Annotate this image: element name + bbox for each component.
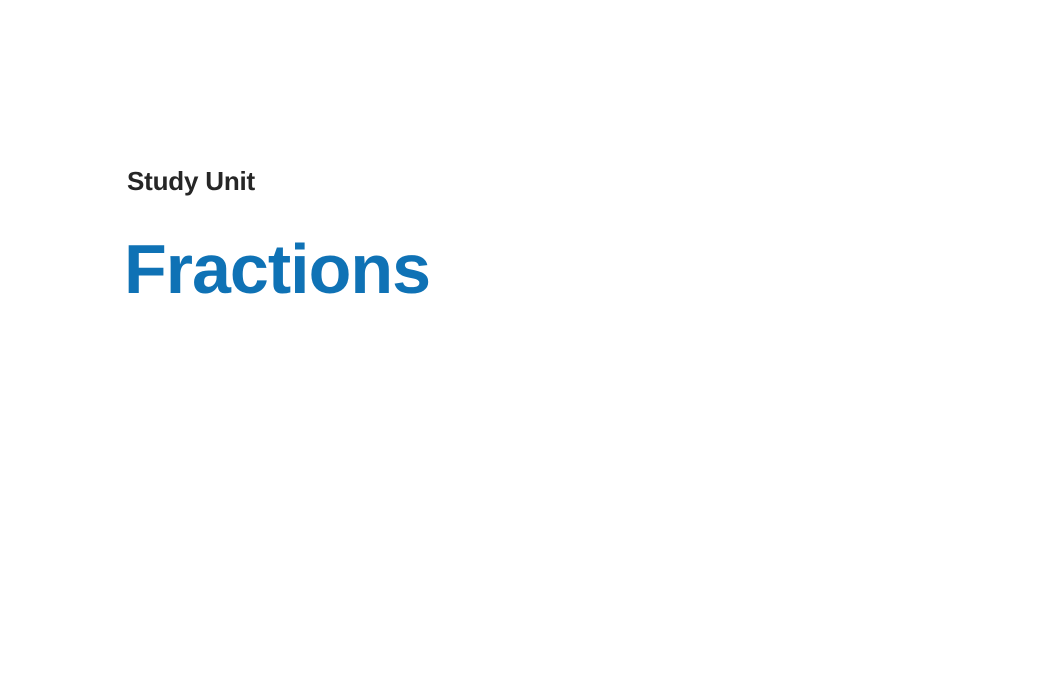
study-unit-subtitle: Study Unit [127,166,255,197]
main-title: Fractions [124,229,430,309]
document-page: Study Unit Fractions [0,0,1062,694]
